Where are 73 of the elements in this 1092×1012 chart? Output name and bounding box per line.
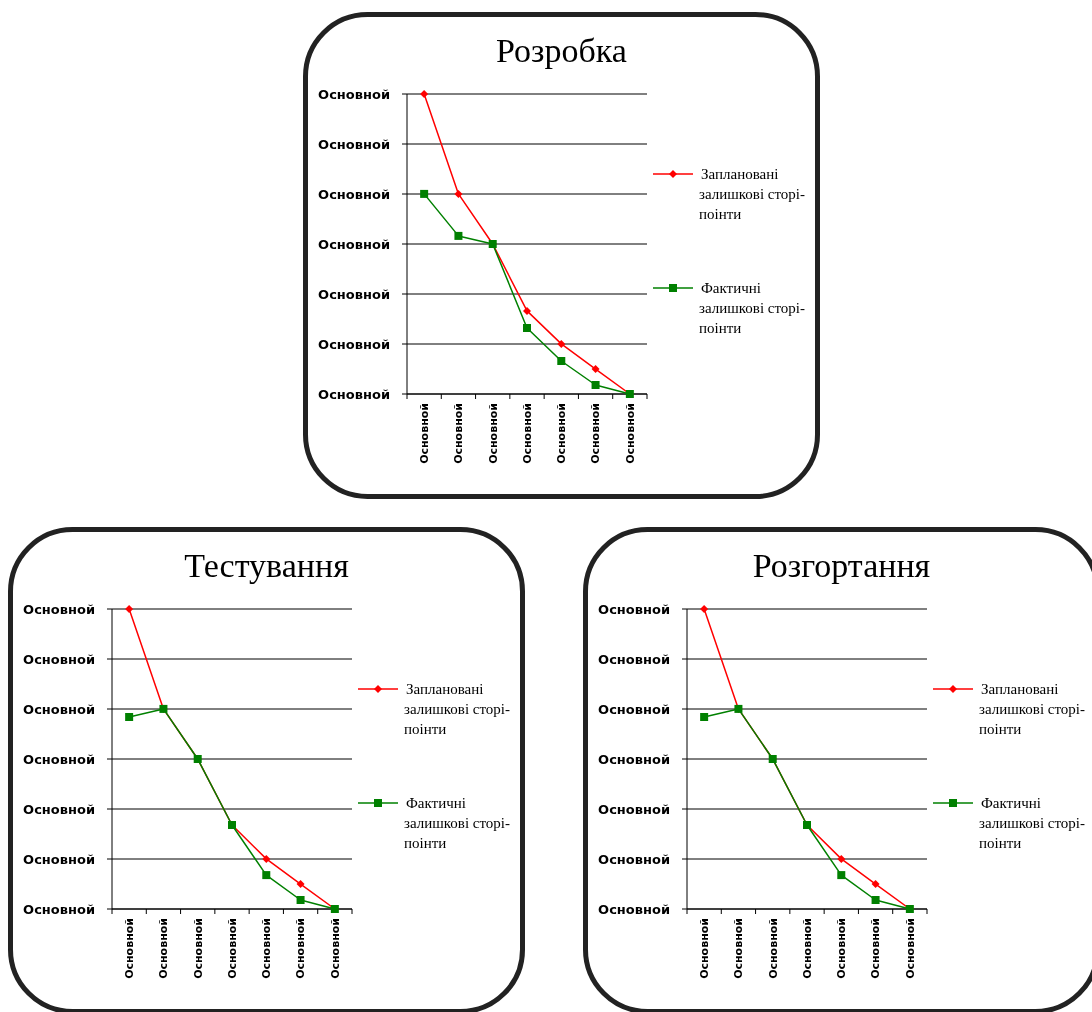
point — [420, 90, 429, 98]
text: Основной — [23, 601, 95, 617]
x-tick-label: Основной — [800, 918, 814, 979]
x-tick-label: Основной — [903, 918, 917, 979]
point — [557, 357, 566, 365]
point — [125, 605, 134, 613]
x-tick-label: Основной — [294, 918, 308, 979]
x-tick-label: Основной — [225, 918, 239, 979]
point — [296, 880, 305, 889]
text: Основной — [598, 701, 670, 717]
x-tick-label: Основной — [157, 918, 171, 979]
text: Основной — [598, 751, 670, 767]
point — [523, 306, 531, 315]
text: Основной — [598, 801, 670, 817]
text: Основной — [318, 86, 390, 102]
point — [420, 189, 429, 198]
x-tick-label: Основной — [328, 918, 342, 979]
point — [557, 339, 566, 348]
x-tick-label: Основной — [589, 403, 603, 464]
point — [262, 854, 271, 863]
point — [837, 871, 846, 880]
point — [296, 896, 305, 904]
point — [523, 324, 531, 332]
chart-title: Розгортання — [752, 547, 931, 584]
x-tick-label: Основной — [520, 403, 534, 464]
x-tick-label: Основной — [260, 918, 274, 979]
text: Основной — [23, 801, 95, 817]
x-tick-label: Основной — [835, 918, 849, 979]
text: Основной — [23, 751, 95, 767]
x-tick-label: Основной — [623, 403, 637, 464]
text: Основной — [598, 651, 670, 667]
text: Основной — [318, 336, 390, 352]
legend-label: Фактичні залишкові сторі-поінти — [699, 280, 805, 336]
text: Основной — [318, 386, 390, 402]
legend-label: Фактичні залишкові сторі-поінти — [979, 795, 1085, 851]
x-tick-label: Основной — [555, 403, 569, 464]
point — [454, 189, 463, 198]
x-tick-label: Основной — [732, 918, 746, 979]
x-tick-label: Основной — [486, 403, 500, 464]
point — [454, 231, 463, 240]
text: Основной — [318, 236, 390, 252]
point — [125, 713, 134, 721]
point — [591, 365, 600, 374]
x-tick-label: Основной — [766, 918, 780, 979]
point — [700, 713, 709, 721]
x-tick-label: Основной — [191, 918, 205, 979]
legend-label: Заплановані залишкові сторі-поінти — [404, 681, 510, 737]
chart-title: Тестування — [184, 547, 350, 584]
point — [262, 871, 271, 880]
text: Основной — [23, 651, 95, 667]
point — [871, 880, 880, 889]
text: Основной — [23, 851, 95, 867]
legend-label: Фактичні залишкові сторі-поінти — [404, 795, 510, 851]
point — [837, 854, 846, 863]
text: Основной — [598, 901, 670, 917]
point — [871, 896, 880, 904]
legend-label: Заплановані залишкові сторі-поінти — [699, 166, 805, 222]
x-tick-label: Основной — [417, 403, 431, 464]
x-tick-label: Основной — [452, 403, 466, 464]
point — [700, 605, 709, 613]
x-tick-label: Основной — [697, 918, 711, 979]
text: Основной — [598, 601, 670, 617]
text: Основной — [318, 186, 390, 202]
text: Основной — [23, 701, 95, 717]
text: Основной — [318, 286, 390, 302]
text: Основной — [318, 136, 390, 152]
x-tick-label: Основной — [122, 918, 136, 979]
chart-title: Розробка — [496, 32, 627, 69]
point — [591, 381, 600, 389]
text: Основной — [23, 901, 95, 917]
text: Основной — [598, 851, 670, 867]
x-tick-label: Основной — [869, 918, 883, 979]
legend-label: Заплановані залишкові сторі-поінти — [979, 681, 1085, 737]
